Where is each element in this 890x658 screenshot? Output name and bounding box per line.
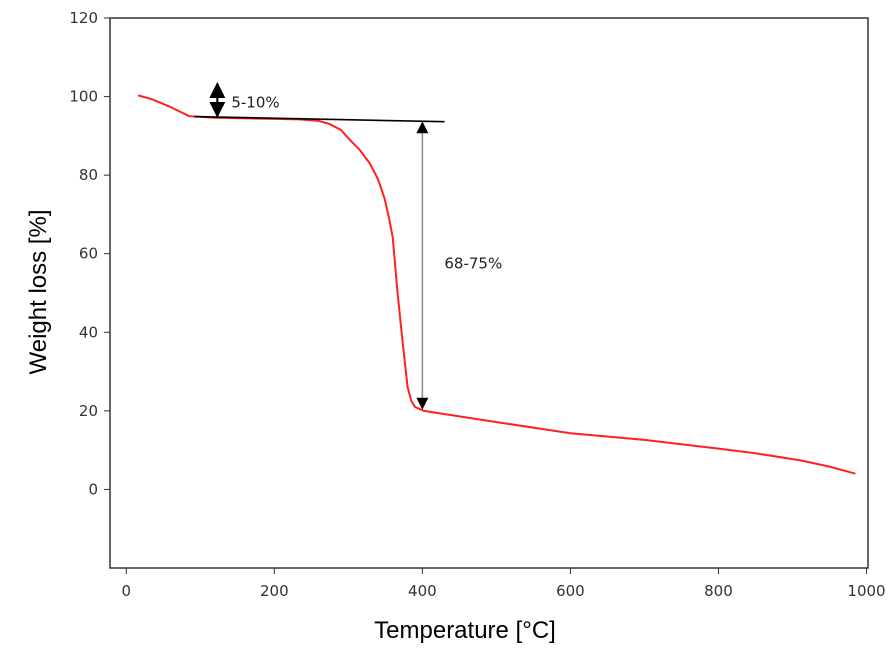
x-tick-label: 200 [260,582,289,600]
y-tick-label: 40 [79,323,98,341]
x-tick-label: 800 [704,582,733,600]
y-tick-label: 20 [79,402,98,420]
y-tick-label: 0 [88,480,98,498]
x-axis-label: Temperature [°C] [374,617,556,644]
y-tick-label: 120 [69,9,98,27]
y-tick-label: 60 [79,245,98,263]
x-tick-label: 600 [556,582,585,600]
annotation-label: 5-10% [231,94,279,112]
x-tick-label: 1000 [847,582,885,600]
y-tick-label: 100 [69,88,98,106]
series-line-tga [137,94,856,475]
x-tick-label: 400 [408,582,437,600]
x-tick-label: 0 [122,582,132,600]
y-axis-label: Weight loss [%] [25,210,52,375]
plot-frame [109,17,869,569]
annotation-label: 68-75% [444,255,502,273]
baseline-annotation-line [194,115,445,123]
y-tick-label: 80 [79,166,98,184]
